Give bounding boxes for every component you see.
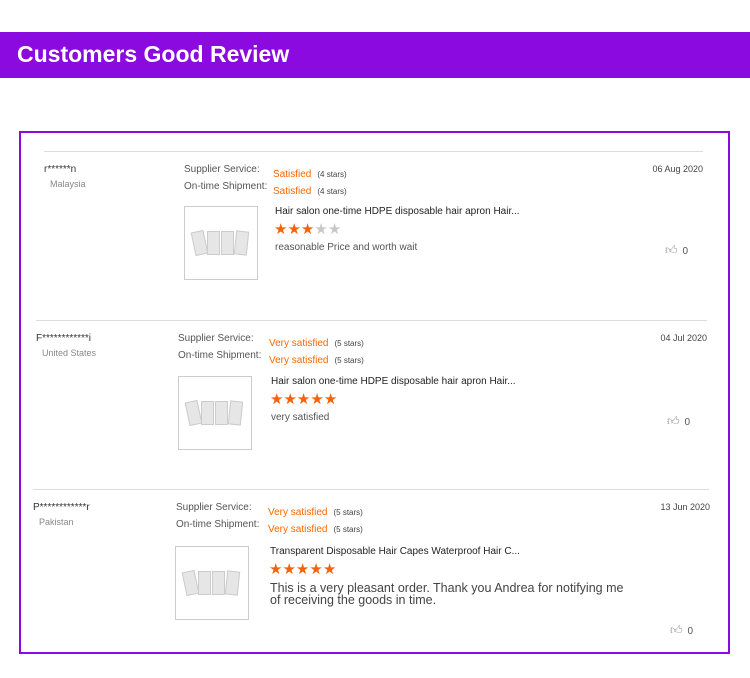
shipment-label: On-time Shipment:	[178, 350, 262, 361]
review-date: 04 Jul 2020	[660, 333, 707, 343]
reviewer-country: Malaysia	[50, 179, 86, 189]
divider	[44, 151, 703, 152]
shipment-stars: (4 stars)	[317, 187, 347, 196]
star-icon: ★	[300, 221, 315, 238]
product-thumbnail[interactable]	[175, 546, 249, 620]
thumbs-up-icon: 👍︎	[670, 623, 683, 637]
star-icon: ★	[287, 221, 301, 238]
rating-stars: ★★★★★	[270, 390, 337, 408]
review-text: This is a very pleasant order. Thank you…	[270, 581, 624, 607]
supplier-label: Supplier Service:	[178, 333, 254, 344]
reviewer-country: United States	[42, 348, 97, 358]
divider	[33, 489, 709, 490]
shipment-label: On-time Shipment:	[184, 181, 268, 192]
review-date: 13 Jun 2020	[660, 502, 710, 512]
product-title[interactable]: Hair salon one-time HDPE disposable hair…	[275, 206, 520, 217]
star-icon: ★	[282, 561, 296, 578]
supplier-rating: Very satisfied	[268, 507, 328, 518]
shipment-stars: (5 stars)	[333, 525, 363, 534]
product-title[interactable]: Transparent Disposable Hair Capes Waterp…	[270, 546, 520, 557]
review-text: very satisfied	[271, 412, 330, 423]
review-text: reasonable Price and worth wait	[275, 242, 418, 253]
supplier-label: Supplier Service:	[184, 164, 260, 175]
like-count: 0	[687, 626, 694, 637]
shipment-rating: Very satisfied	[269, 355, 329, 366]
star-icon: ★	[322, 561, 337, 578]
section-title: Customers Good Review	[17, 41, 290, 67]
reviewer-name: r******n	[44, 164, 77, 175]
star-icon: ★	[314, 221, 328, 238]
supplier-label: Supplier Service:	[176, 502, 252, 513]
supplier-stars: (5 stars)	[334, 339, 364, 348]
shipment-stars: (5 stars)	[334, 356, 364, 365]
star-icon: ★	[310, 391, 324, 408]
supplier-rating: Satisfied	[273, 169, 312, 180]
product-thumbnail[interactable]	[178, 376, 252, 450]
star-icon: ★	[296, 391, 311, 408]
star-icon: ★	[327, 221, 342, 238]
star-icon: ★	[269, 561, 283, 578]
shipment-label: On-time Shipment:	[176, 519, 260, 530]
reviewer-name: P************r	[33, 502, 90, 513]
rating-stars: ★★★★★	[269, 560, 336, 578]
star-icon: ★	[274, 221, 288, 238]
like-button[interactable]: 👍︎ 0	[667, 414, 690, 429]
shipment-rating: Satisfied	[273, 186, 312, 197]
star-icon: ★	[283, 391, 297, 408]
shipment-rating: Very satisfied	[268, 524, 328, 535]
thumbs-up-icon: 👍︎	[665, 243, 678, 257]
product-thumbnail[interactable]	[184, 206, 258, 280]
star-icon: ★	[323, 391, 338, 408]
thumbs-up-icon: 👍︎	[667, 414, 680, 428]
reviewer-name: F************i	[36, 333, 92, 344]
reviews-frame	[19, 131, 730, 654]
like-button[interactable]: 👍︎ 0	[665, 243, 688, 258]
like-button[interactable]: 👍︎ 0	[670, 623, 693, 638]
star-icon: ★	[309, 561, 323, 578]
supplier-rating: Very satisfied	[269, 338, 329, 349]
like-count: 0	[684, 417, 691, 428]
product-title[interactable]: Hair salon one-time HDPE disposable hair…	[271, 376, 516, 387]
reviewer-country: Pakistan	[39, 517, 74, 527]
divider	[36, 320, 707, 321]
review-date: 06 Aug 2020	[652, 164, 703, 174]
section-header: Customers Good Review	[0, 32, 750, 78]
supplier-stars: (5 stars)	[333, 508, 363, 517]
supplier-stars: (4 stars)	[317, 170, 347, 179]
like-count: 0	[682, 246, 689, 257]
star-icon: ★	[295, 561, 310, 578]
rating-stars: ★★★★★	[274, 220, 341, 238]
star-icon: ★	[270, 391, 284, 408]
